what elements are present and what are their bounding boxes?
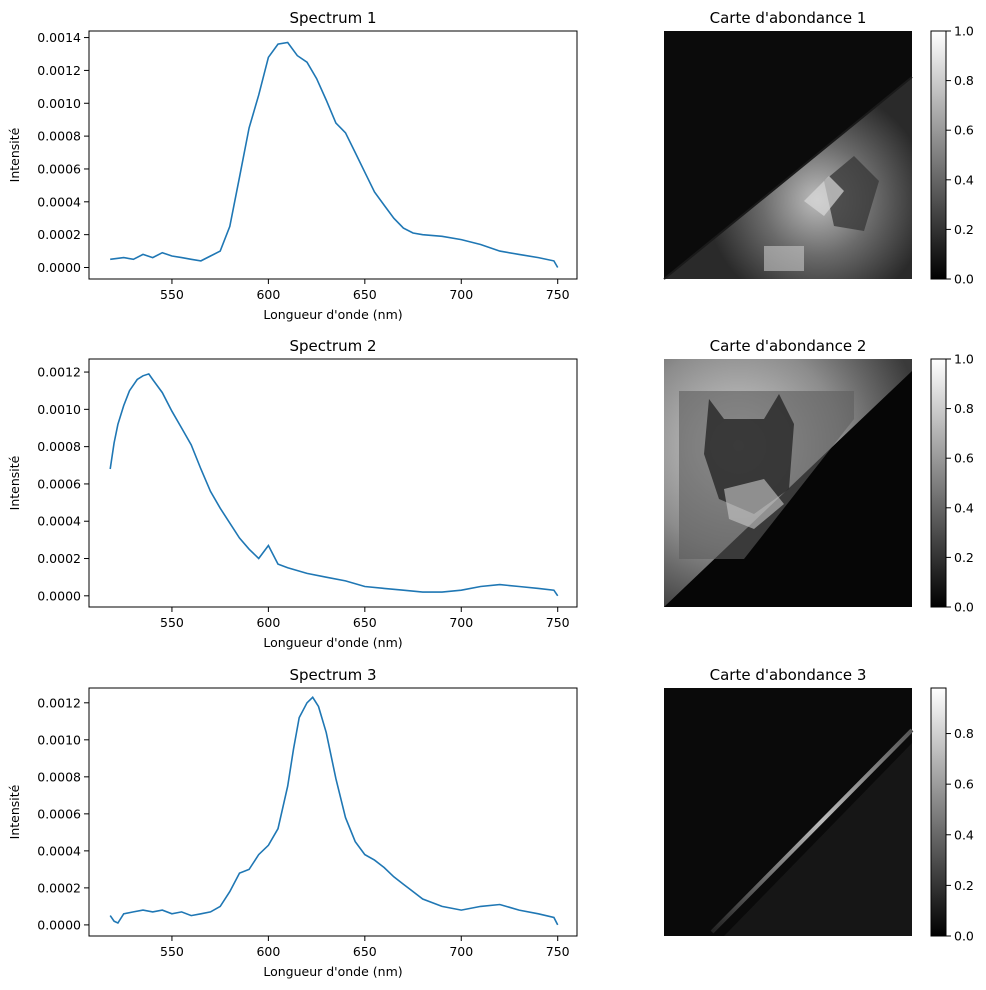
- colorbar-3: 0.0 0.2 0.4 0.6 0.8: [930, 687, 974, 944]
- spectrum-1-ytick-label: 0.0000: [37, 260, 81, 275]
- spectrum-1-xtick-label: 750: [546, 287, 570, 302]
- spectrum-2-xlabel: Longueur d'onde (nm): [263, 635, 402, 650]
- spectrum-1-ytick-label: 0.0010: [37, 96, 81, 111]
- colorbar-1-tick-label: 0.6: [954, 123, 974, 138]
- colorbar-2-tick-label: 0.8: [954, 401, 974, 416]
- abundance-map-1-image: [663, 31, 913, 280]
- colorbar-2-tick-label: 0.4: [954, 500, 974, 515]
- spectrum-3-line: [109, 696, 559, 926]
- spectrum-3-panel: Spectrum 3 0.0000 0.0002 0.0004 0.0006 0.000…: [7, 666, 578, 979]
- colorbar-3-tick-label: 0.0: [954, 929, 974, 944]
- spectrum-2-xtick-label: 750: [546, 615, 570, 630]
- spectrum-3-ytick-label: 0.0000: [37, 917, 81, 932]
- spectrum-1-ytick-label: 0.0012: [37, 63, 81, 78]
- spectrum-2-ytick-label: 0.0004: [37, 514, 81, 529]
- spectrum-2-xtick-label: 550: [160, 615, 184, 630]
- spectrum-2-ytick-label: 0.0006: [37, 476, 81, 491]
- colorbar-3-tick-label: 0.6: [954, 777, 974, 792]
- spectrum-2-xtick-label: 700: [449, 615, 473, 630]
- abundance-map-2-title: Carte d'abondance 2: [710, 337, 867, 355]
- spectrum-3-ytick-label: 0.0012: [37, 695, 81, 710]
- spectrum-1-ytick-label: 0.0002: [37, 227, 81, 242]
- colorbar-1-tick-label: 1.0: [954, 24, 974, 39]
- spectrum-2-ytick-label: 0.0000: [37, 588, 81, 603]
- spectrum-1-ytick-label: 0.0006: [37, 161, 81, 176]
- abundance-map-3-title: Carte d'abondance 3: [710, 666, 867, 684]
- spectrum-1-xtick-label: 700: [449, 287, 473, 302]
- abundance-map-3-image: [664, 688, 914, 936]
- spectrum-2-ytick-label: 0.0008: [37, 439, 81, 454]
- colorbar-1-tick-label: 0.8: [954, 73, 974, 88]
- spectrum-2-line: [109, 372, 559, 597]
- spectrum-3-ytick-label: 0.0004: [37, 843, 81, 858]
- spectrum-3-ytick-label: 0.0010: [37, 732, 81, 747]
- spectrum-3-ytick-label: 0.0008: [37, 769, 81, 784]
- abundance-map-2-panel: Carte d'abondance 2: [664, 337, 912, 607]
- spectrum-2-ytick-label: 0.0012: [37, 365, 81, 380]
- colorbar-2: 0.0 0.2 0.4 0.6 0.8 1.0: [930, 352, 974, 615]
- spectrum-3-title: Spectrum 3: [290, 666, 377, 684]
- spectrum-3-xtick-label: 700: [449, 944, 473, 959]
- spectrum-2-xtick-label: 600: [256, 615, 280, 630]
- abundance-map-1-title: Carte d'abondance 1: [710, 9, 867, 27]
- abundance-map-1-panel: Carte d'abondance 1: [663, 9, 913, 280]
- spectrum-1-ytick-label: 0.0004: [37, 194, 81, 209]
- spectrum-2-ytick-label: 0.0010: [37, 402, 81, 417]
- colorbar-2-tick-label: 0.2: [954, 550, 974, 565]
- spectrum-1-line: [110, 41, 559, 268]
- spectrum-3-xtick-label: 600: [256, 944, 280, 959]
- colorbar-1: 0.0 0.2 0.4 0.6 0.8 1.0: [930, 24, 974, 287]
- spectrum-3-ytick-label: 0.0006: [37, 806, 81, 821]
- spectrum-2-axes-frame: [88, 358, 578, 608]
- colorbar-3-tick-label: 0.2: [954, 878, 974, 893]
- spectrum-1-xtick-label: 600: [256, 287, 280, 302]
- colorbar-1-tick-label: 0.4: [954, 172, 974, 187]
- colorbar-1-tick-label: 0.2: [954, 222, 974, 237]
- colorbar-2-tick-label: 0.0: [954, 600, 974, 615]
- spectrum-3-xlabel: Longueur d'onde (nm): [263, 964, 402, 979]
- spectrum-1-panel: Spectrum 1 0.0000 0.0002 0.0004 0.0006 0.000…: [7, 9, 578, 322]
- spectrum-1-xtick-label: 650: [353, 287, 377, 302]
- spectrum-1-xtick-label: 550: [160, 287, 184, 302]
- abundance-map-2-image: [664, 359, 912, 607]
- spectrum-3-axes-frame: [88, 687, 578, 937]
- spectrum-3-xtick-label: 550: [160, 944, 184, 959]
- spectrum-1-ylabel: Intensité: [7, 127, 22, 182]
- spectrum-2-title: Spectrum 2: [290, 337, 377, 355]
- spectrum-2-xtick-label: 650: [353, 615, 377, 630]
- spectrum-2-ytick-label: 0.0002: [37, 551, 81, 566]
- spectrum-3-xtick-label: 750: [546, 944, 570, 959]
- spectrum-3-ylabel: Intensité: [7, 784, 22, 839]
- spectrum-1-xlabel: Longueur d'onde (nm): [263, 307, 402, 322]
- spectrum-2-panel: Spectrum 2 0.0000 0.0002 0.0004 0.0006 0.000…: [7, 337, 578, 650]
- spectrum-2-ylabel: Intensité: [7, 455, 22, 510]
- colorbar-3-tick-label: 0.4: [954, 827, 974, 842]
- colorbar-3-tick-label: 0.8: [954, 726, 974, 741]
- spectrum-1-title: Spectrum 1: [290, 9, 377, 27]
- colorbar-2-tick-label: 1.0: [954, 352, 974, 367]
- spectrum-3-ytick-label: 0.0002: [37, 880, 81, 895]
- spectrum-1-ytick-label: 0.0008: [37, 129, 81, 144]
- colorbar-1-tick-label: 0.0: [954, 272, 974, 287]
- colorbar-2-tick-label: 0.6: [954, 451, 974, 466]
- spectrum-1-ytick-label: 0.0014: [37, 30, 81, 45]
- abundance-map-3-panel: Carte d'abondance 3: [664, 666, 914, 936]
- spectrum-3-xtick-label: 650: [353, 944, 377, 959]
- spectrum-1-axes-frame: [88, 30, 578, 280]
